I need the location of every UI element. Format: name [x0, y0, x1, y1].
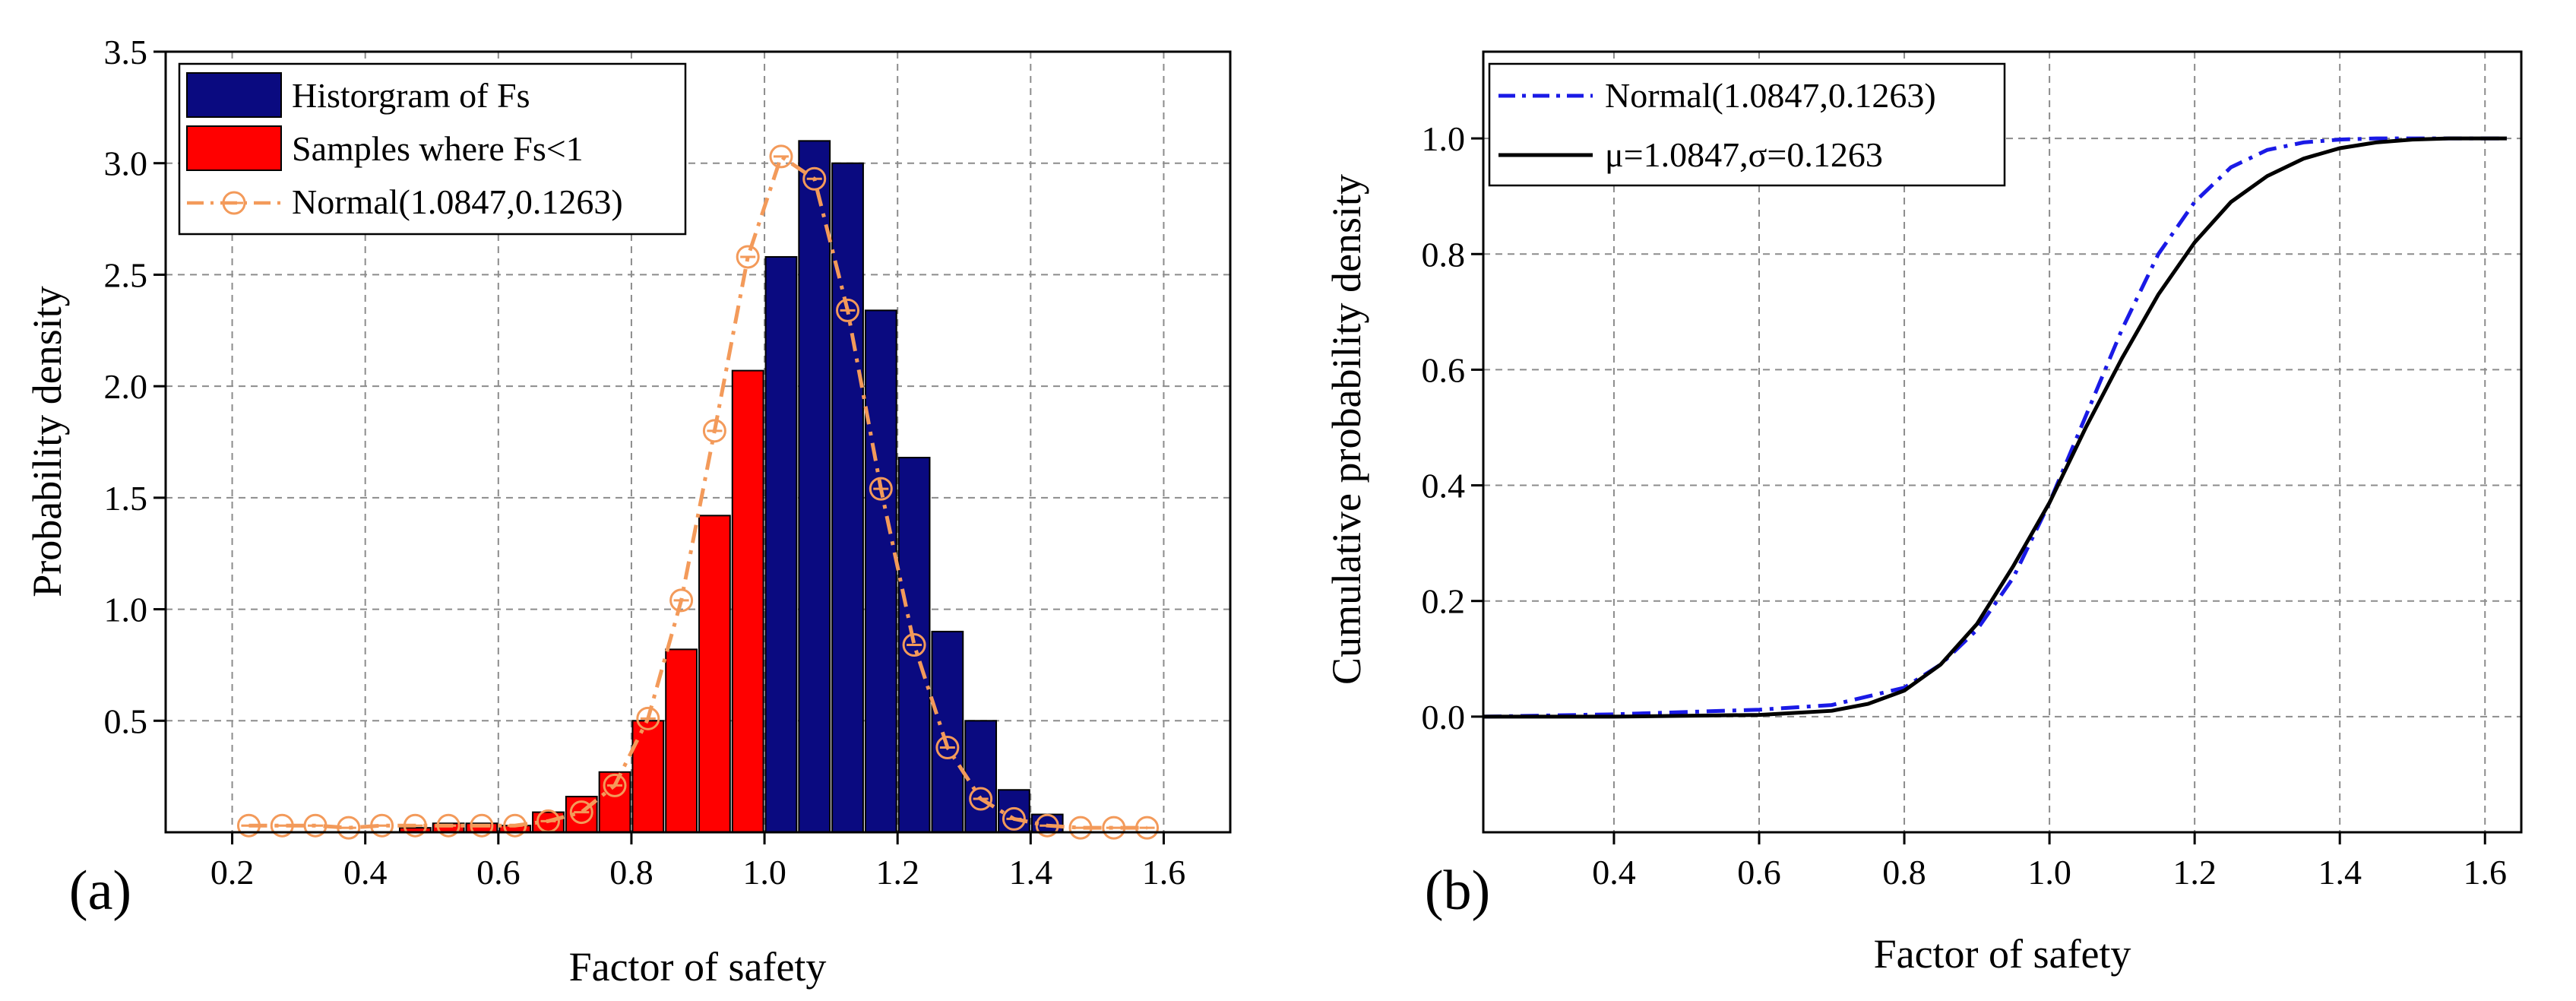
point-normal-a-8 — [503, 813, 527, 838]
panel-a-xtick-label-6: 1.4 — [1009, 853, 1053, 892]
bar-fail-9 — [698, 515, 731, 833]
panel-b-xtick-label-5: 1.4 — [2318, 853, 2362, 892]
point-normal-a-3 — [337, 816, 361, 840]
panel-a-x-ticks: 0.2 0.4 0.6 0.8 1.0 1.2 1.4 1.6 — [210, 832, 1185, 892]
panel-b-ytick-label-4: 0.8 — [1422, 235, 1466, 274]
panel-a-xtick-label-4: 1.0 — [742, 853, 786, 892]
point-normal-a-17 — [802, 166, 827, 191]
panel-b-xlabel: Factor of safety — [1874, 931, 2131, 977]
point-normal-a-4 — [370, 813, 394, 838]
panel-a-chart: 0.2 0.4 0.6 0.8 1.0 1.2 1.4 1.6 0.5 1.0 1.5 2.0 2.5… — [24, 33, 1232, 990]
point-normal-a-0 — [236, 813, 261, 838]
bar-hist-3 — [864, 309, 897, 833]
panel-a-ylabel: Probability density — [24, 286, 70, 597]
panel-b-curves — [1483, 136, 2507, 719]
point-normal-a-11 — [603, 773, 627, 797]
panel-b-ytick-label-1: 0.2 — [1422, 582, 1466, 621]
panel-a-xtick-label-5: 1.2 — [875, 853, 919, 892]
legend-label-normal-a: Normal(1.0847,0.1263) — [292, 182, 623, 221]
panel-b-xtick-label-1: 0.6 — [1737, 853, 1781, 892]
panel-b-chart: 0.4 0.6 0.8 1.0 1.2 1.4 1.6 0.0 0.2 0.4 0.6 0.8 1.0… — [1324, 50, 2523, 977]
series-normal-b-line — [1483, 136, 2507, 719]
panel-a-ytick-label-5: 3.0 — [104, 144, 148, 183]
point-normal-a-1 — [270, 813, 294, 838]
point-normal-a-24 — [1035, 813, 1059, 838]
panel-b-ylabel: Cumulative probability density — [1324, 174, 1369, 685]
panel-a-ytick-label-6: 3.5 — [104, 33, 148, 71]
bar-fail-8 — [665, 648, 698, 833]
legend-label-fail: Samples where Fs<1 — [292, 129, 584, 168]
legend-marker-normal-a — [222, 191, 246, 215]
point-normal-a-21 — [935, 735, 960, 759]
panel-a-xtick-label-2: 0.6 — [476, 853, 521, 892]
legend-label-mu-sigma: μ=1.0847,σ=0.1263 — [1605, 135, 1883, 174]
panel-a-ytick-label-3: 2.0 — [104, 367, 148, 406]
panel-b-legend: Normal(1.0847,0.1263) μ=1.0847,σ=0.1263 — [1488, 62, 2006, 187]
panel-a-y-ticks: 0.5 1.0 1.5 2.0 2.5 3.0 3.5 — [104, 33, 166, 740]
panel-b-xtick-label-3: 1.0 — [2027, 853, 2071, 892]
panel-b-ytick-label-0: 0.0 — [1422, 698, 1466, 736]
panel-a-xtick-label-1: 0.4 — [343, 853, 388, 892]
point-normal-a-26 — [1102, 816, 1126, 840]
point-normal-a-18 — [836, 298, 860, 322]
bar-fail-10 — [731, 369, 764, 833]
panel-b-legend-box — [1488, 62, 2006, 187]
panel-b-x-ticks: 0.4 0.6 0.8 1.0 1.2 1.4 1.6 — [1592, 832, 2507, 892]
panel-b-ytick-label-3: 0.6 — [1422, 350, 1466, 389]
panel-a-ytick-label-2: 1.5 — [104, 479, 148, 518]
panel-b-xtick-label-6: 1.6 — [2463, 853, 2507, 892]
panel-b-axes-border — [1482, 50, 2523, 834]
bar-hist-6 — [964, 720, 998, 833]
panel-a-axes-border — [164, 50, 1232, 834]
panel-a-ytick-label-1: 1.0 — [104, 591, 148, 629]
panel-a-label: (a) — [69, 860, 131, 922]
point-normal-a-14 — [702, 419, 726, 443]
panel-b-y-ticks: 0.0 0.2 0.4 0.6 0.8 1.0 — [1422, 119, 1483, 736]
series-normal-a-line — [248, 153, 1147, 830]
legend-swatch-fail — [186, 125, 282, 171]
panel-b-ytick-label-5: 1.0 — [1422, 119, 1466, 158]
panel-a-bars — [398, 140, 1064, 834]
point-normal-a-19 — [869, 477, 893, 501]
point-normal-a-12 — [636, 706, 660, 730]
panel-a-xtick-label-0: 0.2 — [210, 853, 255, 892]
point-normal-a-20 — [902, 633, 926, 657]
point-normal-a-7 — [470, 813, 494, 838]
point-normal-a-23 — [1002, 806, 1026, 831]
panel-a-xlabel: Factor of safety — [569, 944, 827, 990]
bar-hist-1 — [798, 140, 831, 834]
panel-a-legend: Historgram of Fs Samples where Fs<1 Norm… — [178, 62, 687, 236]
panel-b-xtick-label-0: 0.4 — [1592, 853, 1636, 892]
bar-hist-0 — [764, 255, 798, 833]
point-normal-a-6 — [436, 813, 460, 838]
point-normal-a-13 — [669, 588, 694, 613]
point-normal-a-16 — [769, 144, 793, 169]
bar-hist-5 — [931, 630, 964, 834]
point-normal-a-27 — [1135, 816, 1160, 840]
panel-a-grid — [166, 51, 1230, 832]
point-normal-a-5 — [403, 813, 427, 838]
legend-label-histogram: Historgram of Fs — [292, 76, 530, 115]
series-mu-sigma-line — [1483, 136, 2507, 719]
point-normal-a-10 — [569, 800, 593, 825]
panel-b-xtick-label-2: 0.8 — [1882, 853, 1926, 892]
panel-a-xtick-label-7: 1.6 — [1142, 853, 1186, 892]
panel-a-normal-curve — [236, 144, 1160, 840]
point-normal-a-15 — [736, 245, 760, 269]
legend-label-normal-b: Normal(1.0847,0.1263) — [1605, 76, 1936, 115]
panel-b-xtick-label-4: 1.2 — [2173, 853, 2217, 892]
legend-swatch-histogram — [186, 72, 282, 118]
panel-b-ytick-label-2: 0.4 — [1422, 467, 1466, 505]
panel-b-label: (b) — [1425, 860, 1490, 922]
bar-fail-7 — [631, 720, 665, 833]
point-normal-a-25 — [1068, 816, 1093, 840]
point-normal-a-2 — [303, 813, 328, 838]
point-normal-a-22 — [969, 787, 993, 811]
panel-a-ytick-label-0: 0.5 — [104, 702, 148, 740]
panel-a-ytick-label-4: 2.5 — [104, 255, 148, 294]
panel-a-xtick-label-3: 0.8 — [609, 853, 653, 892]
